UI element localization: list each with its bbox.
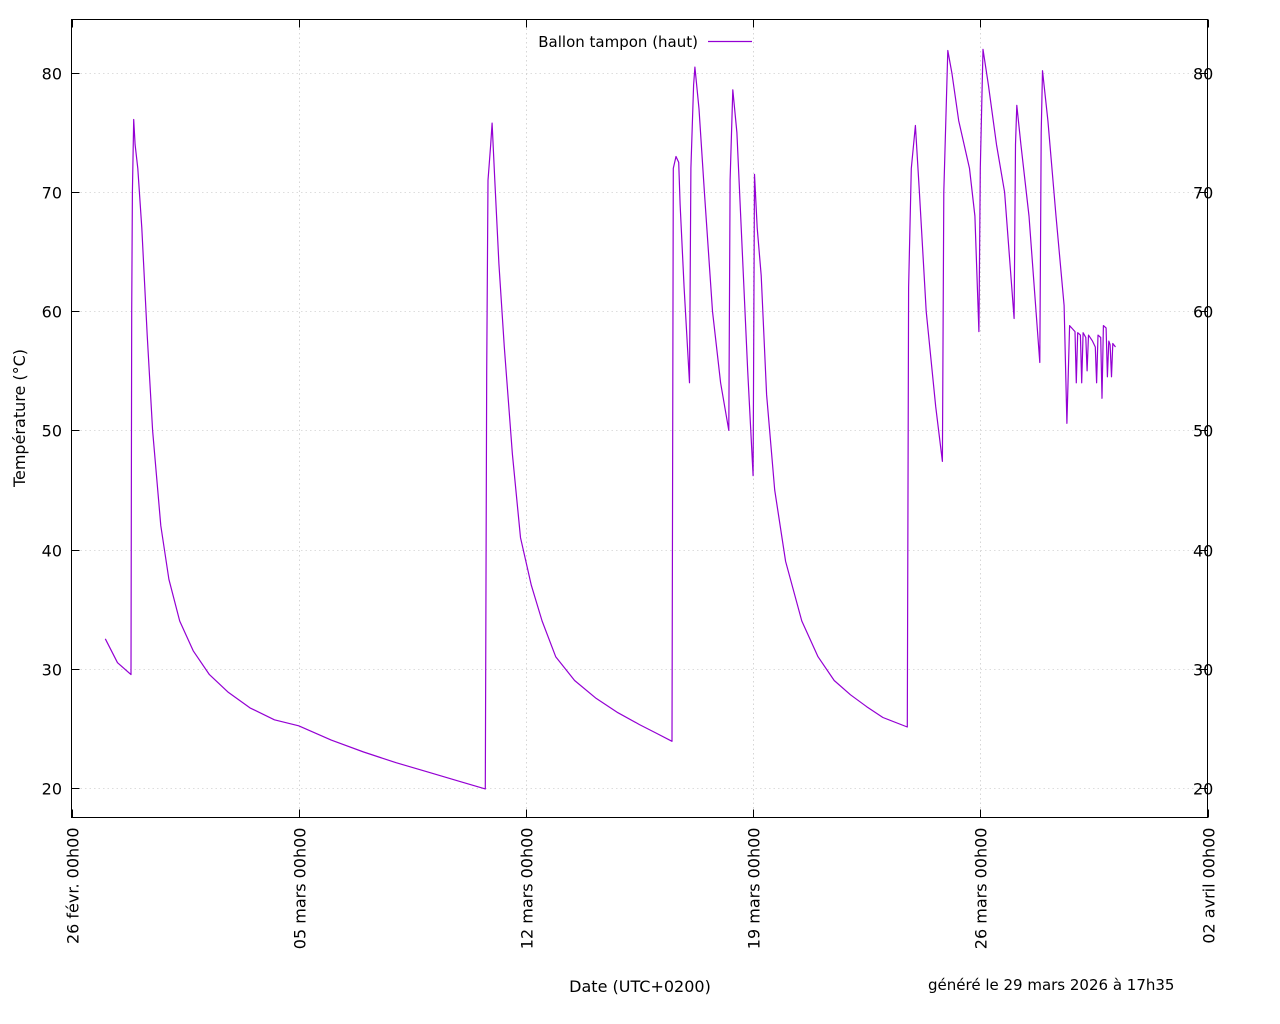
legend: Ballon tampon (haut) — [538, 33, 752, 51]
y2-tick-label: 50 — [1193, 422, 1213, 441]
y-tick-label: 20 — [42, 780, 62, 799]
legend-label-series-0: Ballon tampon (haut) — [538, 33, 698, 51]
plot-frame — [71, 19, 1208, 818]
grid — [71, 19, 1208, 818]
x-axis-title: Date (UTC+0200) — [569, 977, 711, 996]
series-layer — [104, 48, 1116, 790]
x-tick-label: 26 mars 00h00 — [972, 828, 991, 950]
x-tick-label: 05 mars 00h00 — [291, 828, 310, 950]
y2-tick-label: 60 — [1193, 303, 1213, 322]
series-line-0 — [104, 48, 1116, 790]
generated-timestamp: généré le 29 mars 2026 à 17h35 — [928, 976, 1175, 994]
y-tick-label: 30 — [42, 661, 62, 680]
x-tick-label: 12 mars 00h00 — [518, 828, 537, 950]
y2-tick-label: 20 — [1193, 780, 1213, 799]
y2-tick-label: 70 — [1193, 184, 1213, 203]
y2-tick-label: 40 — [1193, 542, 1213, 561]
axis-ticks: 20 20 30 30 40 40 50 50 60 60 70 70 80 80 26 févr. 00h… — [42, 19, 1219, 950]
y-tick-label: 40 — [42, 542, 62, 561]
y-tick-label: 50 — [42, 422, 62, 441]
x-tick-label: 19 mars 00h00 — [745, 828, 764, 950]
y2-tick-label: 30 — [1193, 661, 1213, 680]
y-tick-label: 60 — [42, 303, 62, 322]
y2-tick-label: 80 — [1193, 65, 1213, 84]
x-tick-label: 26 févr. 00h00 — [64, 828, 83, 945]
x-tick-label: 02 avril 00h00 — [1200, 828, 1219, 944]
y-axis-title: Température (°C) — [10, 349, 29, 488]
y-tick-label: 70 — [42, 184, 62, 203]
y-tick-label: 80 — [42, 65, 62, 84]
